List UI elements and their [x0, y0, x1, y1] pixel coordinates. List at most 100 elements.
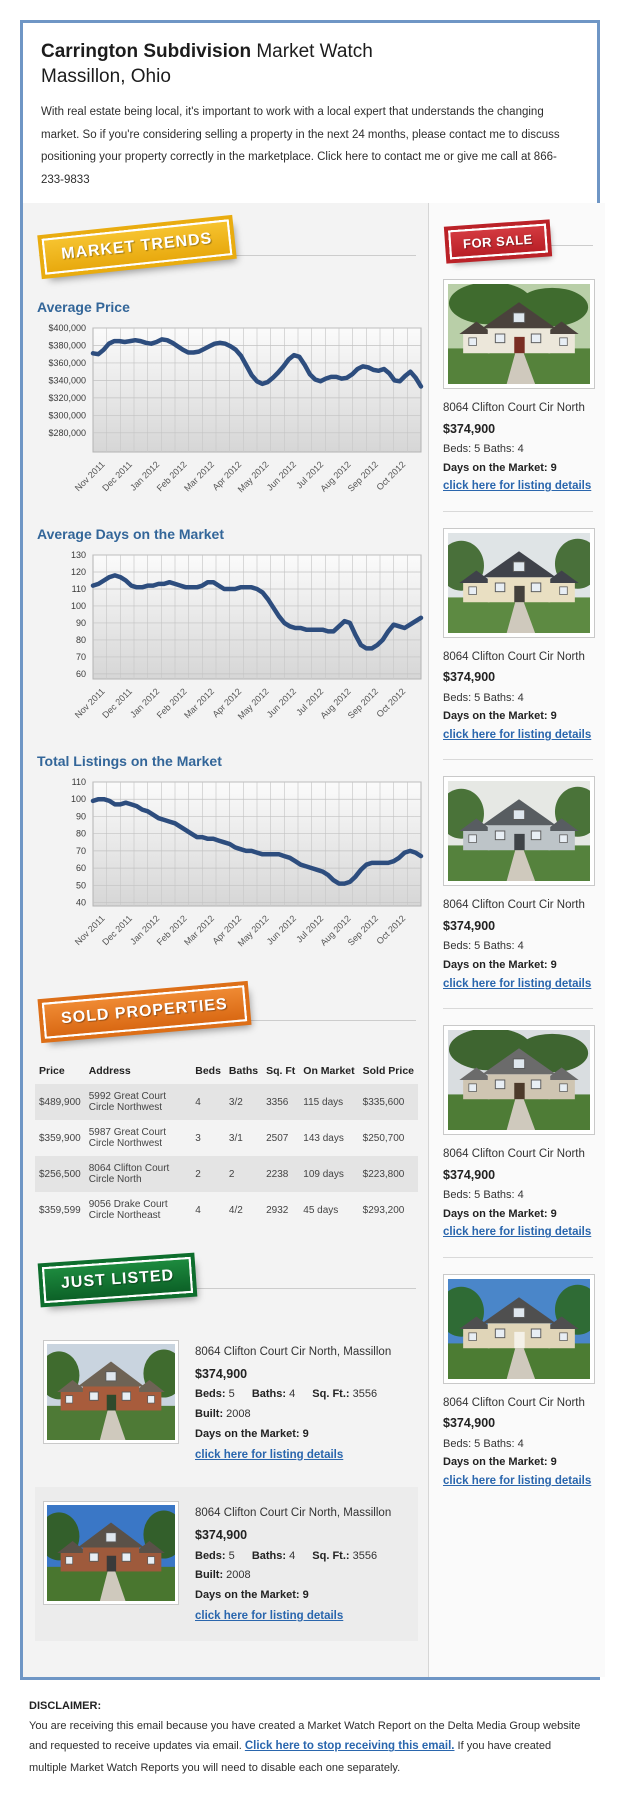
market-trends-badge: MARKET TRENDS	[41, 219, 233, 275]
table-row: $489,900 5992 Great Court Circle Northwes…	[35, 1084, 418, 1121]
svg-text:90: 90	[76, 811, 86, 821]
average-price-chart: $280,000 $300,000 $320,000 $340,000 $360,000…	[35, 323, 424, 510]
table-cell: 109 days	[303, 1168, 344, 1180]
table-cell: $256,500	[39, 1168, 81, 1180]
table-cell: 2932	[266, 1204, 289, 1216]
svg-text:Jun 2012: Jun 2012	[265, 459, 298, 492]
listing-details-link[interactable]: click here for listing details	[443, 977, 592, 990]
table-cell: 4/2	[228, 1204, 243, 1216]
just-listed-item: 8064 Clifton Court Cir North, Massillon …	[35, 1326, 418, 1479]
listing-divider	[443, 759, 593, 761]
just-listed-item: 8064 Clifton Court Cir North, Massillon …	[35, 1487, 418, 1641]
table-cell: 3/2	[228, 1096, 243, 1108]
listing-beds-baths: Beds: 5 Baths: 4	[443, 691, 524, 704]
table-cell: 2	[195, 1168, 201, 1180]
for-sale-badge-row: FOR SALE	[441, 223, 595, 269]
svg-text:100: 100	[71, 601, 86, 611]
listing-details-link[interactable]: click here for listing details	[443, 1475, 592, 1488]
table-cell: 2	[228, 1168, 235, 1180]
listing-photo[interactable]	[43, 1501, 179, 1606]
sold-table: Price Address Beds Baths Sq. Ft On Market Sold…	[35, 1058, 418, 1228]
table-header-cell: On Market	[303, 1065, 355, 1078]
just-listed-badge-row: JUST LISTED	[35, 1256, 418, 1316]
listing-info: 8064 Clifton Court Cir North, Massillon …	[195, 1340, 410, 1465]
days-on-market: Days on the Market: 9	[443, 958, 557, 971]
table-cell: 4	[195, 1204, 201, 1216]
listing-photo[interactable]	[443, 527, 595, 638]
listing-photo[interactable]	[443, 279, 595, 390]
email-container: Carrington Subdivision Market Watch Mass…	[20, 20, 605, 1680]
listing-photo[interactable]	[443, 1025, 595, 1136]
listing-details-link[interactable]: click here for listing details	[443, 1226, 592, 1239]
table-cell: 5987 Great Court Circle Northwest	[88, 1127, 166, 1150]
table-row: $256,500 8064 Clifton Court Circle North 2…	[35, 1156, 418, 1193]
for-sale-listing: 8064 Clifton Court Cir North $374,900 Be…	[441, 776, 595, 1010]
listing-address: 8064 Clifton Court Cir North	[443, 899, 585, 912]
table-header-cell: Sq. Ft	[266, 1065, 296, 1078]
for-sale-listing: 8064 Clifton Court Cir North $374,900 Be…	[441, 1273, 595, 1492]
listing-divider	[443, 1008, 593, 1010]
listing-price: $374,900	[195, 1366, 248, 1381]
svg-text:50: 50	[76, 880, 86, 890]
svg-text:$280,000: $280,000	[48, 428, 86, 438]
listing-details-link[interactable]: click here for listing details	[195, 1448, 344, 1461]
listing-specs: Beds: 5 Baths: 4 Sq. Ft.: 3556 Built: 20…	[195, 1547, 410, 1587]
table-cell: 3	[195, 1132, 201, 1144]
disclaimer-heading: DISCLAIMER:	[29, 1699, 102, 1712]
total-listings-chart: 40 50 60 70 80 90 100 110 Nov 2011 Dec 2011 Jan 20…	[35, 777, 424, 964]
table-cell: $250,700	[362, 1132, 405, 1144]
listing-address: 8064 Clifton Court Cir North	[443, 650, 585, 663]
report-title-rest: Market Watch	[251, 41, 373, 62]
svg-text:$320,000: $320,000	[48, 393, 86, 403]
listing-info: 8064 Clifton Court Cir North $374,900 Be…	[443, 1394, 595, 1492]
listing-photo[interactable]	[443, 776, 595, 887]
sidebar: FOR SALE 8064 Clifton Court Cir North	[429, 203, 605, 1677]
svg-text:80: 80	[76, 829, 86, 839]
svg-text:Oct 2012: Oct 2012	[374, 459, 407, 492]
days-on-market: Days on the Market: 9	[443, 1207, 557, 1220]
svg-text:Oct 2012: Oct 2012	[374, 913, 407, 946]
listing-divider	[443, 1256, 593, 1258]
table-header-cell: Baths	[228, 1065, 259, 1078]
svg-text:60: 60	[76, 863, 86, 873]
table-cell: $223,800	[362, 1168, 405, 1180]
listing-details-link[interactable]: click here for listing details	[195, 1609, 344, 1622]
table-cell: 143 days	[303, 1132, 344, 1144]
svg-text:130: 130	[71, 550, 86, 560]
table-row: $359,900 5987 Great Court Circle Northwes…	[35, 1120, 418, 1156]
intro-text: With real estate being local, it's impor…	[41, 106, 560, 186]
sold-properties-badge-row: SOLD PROPERTIES	[35, 985, 418, 1048]
svg-text:60: 60	[76, 669, 86, 679]
listing-beds-baths: Beds: 5 Baths: 4	[443, 1437, 524, 1450]
svg-text:Oct 2012: Oct 2012	[374, 686, 407, 719]
listing-info: 8064 Clifton Court Cir North $374,900 Be…	[443, 896, 595, 994]
built-value: 2008	[226, 1408, 251, 1420]
listing-details-link[interactable]: click here for listing details	[443, 480, 592, 493]
listing-price: $374,900	[443, 919, 496, 933]
listing-photo[interactable]	[43, 1340, 179, 1445]
table-row: $359,599 9056 Drake Court Circle Northeas…	[35, 1192, 418, 1228]
baths-value: 4	[289, 1388, 296, 1401]
listing-beds-baths: Beds: 5 Baths: 4	[443, 1188, 524, 1201]
total-listings-heading: Total Listings on the Market	[37, 753, 222, 770]
listing-info: 8064 Clifton Court Cir North $374,900 Be…	[443, 399, 595, 497]
content-columns: MARKET TRENDS Average Price $280,000 $300…	[23, 203, 605, 1677]
svg-text:Jun 2012: Jun 2012	[265, 686, 298, 719]
table-header-cell: Beds	[195, 1065, 221, 1078]
svg-text:Mar 2012: Mar 2012	[182, 459, 216, 493]
svg-text:40: 40	[76, 898, 86, 908]
days-on-market: Days on the Market: 9	[195, 1427, 309, 1440]
listing-price: $374,900	[443, 1167, 496, 1182]
main-column: MARKET TRENDS Average Price $280,000 $300…	[23, 203, 429, 1677]
days-on-market: Days on the Market: 9	[443, 710, 557, 723]
baths-label: Baths:	[251, 1549, 287, 1562]
listing-details-link[interactable]: click here for listing details	[443, 728, 592, 741]
listing-price: $374,900	[443, 670, 496, 685]
listing-photo[interactable]	[443, 1273, 595, 1384]
table-cell: 2507	[266, 1132, 289, 1144]
unsubscribe-link[interactable]: Click here to stop receiving this email.	[244, 1740, 455, 1753]
sqft-label: Sq. Ft.:	[312, 1549, 350, 1562]
table-header-cell: Sold Price	[362, 1065, 414, 1078]
listing-address: 8064 Clifton Court Cir North, Massillon	[195, 1507, 392, 1520]
sold-properties-badge: SOLD PROPERTIES	[41, 985, 248, 1039]
